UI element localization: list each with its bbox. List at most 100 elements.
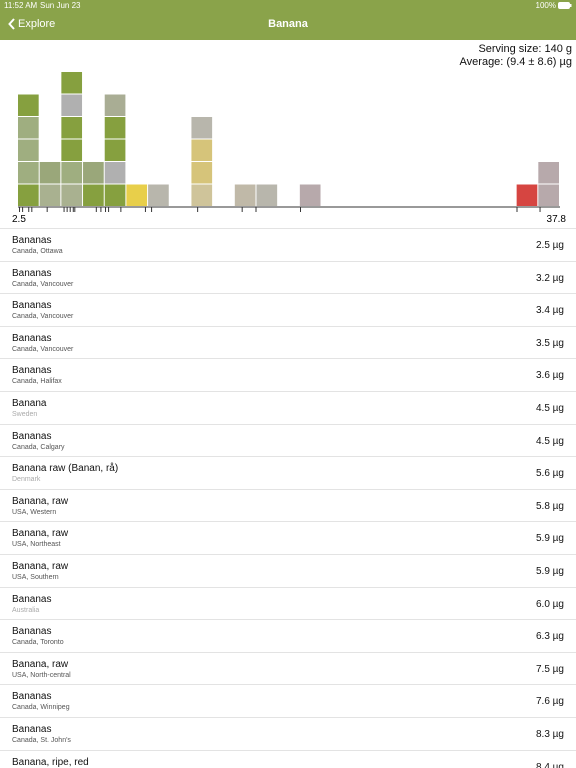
item-value: 6.3 µg (535, 631, 564, 643)
axis-min-label: 2.5 (12, 214, 26, 225)
histogram-cell (61, 94, 83, 116)
item-name: Bananas (12, 626, 52, 638)
item-location: Australia (12, 606, 40, 614)
histogram-cell (104, 117, 126, 139)
item-location: Canada, Vancouver (12, 345, 74, 353)
item-name: Banana (12, 397, 47, 409)
list-row[interactable]: Banana, raw USA, North-central 7.5 µg (0, 651, 576, 685)
list-row[interactable]: Bananas Canada, Toronto 6.3 µg (0, 619, 576, 652)
histogram-cell (104, 94, 126, 116)
histogram-cell (538, 162, 559, 184)
list-row[interactable]: Bananas Canada, Ottawa 2.5 µg (0, 228, 576, 261)
list-row[interactable]: Bananas Canada, Calgary 4.5 µg (0, 423, 576, 457)
histogram-cell (256, 184, 278, 206)
histogram-cell (83, 162, 104, 184)
histogram: 2.5 37.8 (12, 72, 566, 225)
list-row[interactable]: Bananas Canada, Vancouver 3.2 µg (0, 260, 576, 294)
item-value: 3.2 µg (535, 272, 564, 284)
battery-icon (558, 2, 572, 9)
back-button[interactable]: Explore (8, 18, 55, 30)
histogram-cell (61, 139, 83, 161)
histogram-cell (61, 162, 83, 184)
list-row[interactable]: Bananas Canada, Halifax 3.6 µg (0, 358, 576, 391)
item-location: Sweden (12, 410, 38, 418)
histogram-cell (191, 162, 213, 184)
average: Average: (9.4 ± 8.6) µg (459, 56, 572, 68)
item-location: Denmark (12, 476, 41, 484)
histogram-cell (61, 117, 83, 139)
histogram-cell (104, 139, 126, 161)
item-name: Bananas (12, 593, 52, 605)
item-name: Banana, raw (12, 658, 69, 670)
histogram-cell (39, 162, 61, 184)
item-name: Bananas (12, 365, 52, 377)
item-value: 3.6 µg (535, 370, 564, 382)
status-time: 11:52 AM (4, 1, 38, 10)
sample-list: Bananas Canada, Ottawa 2.5 µg Bananas Canada… (0, 228, 576, 768)
back-chevron (8, 18, 15, 30)
histogram-cell (299, 184, 321, 206)
item-location: Canada, St. John's (12, 736, 71, 744)
status-date: Sun Jun 23 (40, 1, 81, 10)
item-value: 8.4 µg (535, 761, 564, 768)
item-name: Bananas (12, 430, 52, 442)
item-value: 5.9 µg (535, 565, 564, 577)
list-row[interactable]: Bananas Australia 6.0 µg (0, 586, 576, 620)
item-name: Banana raw (Banan, rå) (12, 463, 119, 475)
list-row[interactable]: Banana raw (Banan, rå) Denmark 5.6 µg (0, 456, 576, 489)
item-name: Bananas (12, 300, 52, 312)
item-location: USA, Western (12, 508, 57, 516)
item-value: 7.6 µg (535, 696, 564, 708)
item-name: Bananas (12, 723, 52, 735)
item-location: Canada, Ottawa (12, 248, 63, 255)
item-name: Banana, raw (12, 495, 69, 507)
item-value: 3.5 µg (535, 337, 564, 349)
histogram-cell (191, 139, 213, 161)
item-value: 7.5 µg (535, 663, 564, 675)
nav-title: Banana (268, 18, 308, 30)
item-value: 2.5 µg (535, 240, 564, 251)
item-name: Bananas (12, 267, 52, 279)
item-value: 5.9 µg (535, 533, 564, 545)
item-location: Canada, Toronto (12, 639, 64, 647)
status-battery: 100% (535, 1, 556, 10)
item-name: Banana, ripe, red (12, 756, 89, 768)
item-value: 4.5 µg (535, 402, 564, 414)
item-location: Canada, Vancouver (12, 313, 74, 321)
back-label[interactable]: Explore (18, 18, 56, 30)
list-row[interactable]: Bananas Canada, Vancouver 3.4 µg (0, 293, 576, 326)
list-row[interactable]: Banana Sweden 4.5 µg (0, 390, 576, 424)
histogram-cell (104, 184, 126, 206)
list-row[interactable]: Banana, raw USA, Northeast 5.9 µg (0, 521, 576, 554)
item-location: USA, Northeast (12, 541, 61, 549)
item-name: Banana, raw (12, 560, 69, 572)
histogram-cell (126, 184, 148, 206)
histogram-cell (18, 184, 39, 206)
list-row[interactable]: Bananas Canada, Winnipeg 7.6 µg (0, 684, 576, 717)
top-bar: 11:52 AM Sun Jun 23 100% Explore Banana (0, 0, 576, 40)
histogram-cell (191, 184, 213, 206)
histogram-cell (234, 184, 256, 206)
list-row[interactable]: Bananas Canada, Vancouver 3.5 µg (0, 325, 576, 359)
item-location: Canada, Winnipeg (12, 704, 70, 712)
item-name: Bananas (12, 332, 52, 344)
histogram-cell (83, 184, 104, 206)
list-row[interactable]: Banana, ripe, red 8.4 µg (0, 749, 576, 768)
histogram-cell (18, 117, 39, 139)
list-row[interactable]: Banana, raw USA, Southern 5.9 µg (0, 553, 576, 587)
histogram-cell (61, 72, 83, 94)
item-value: 4.5 µg (535, 435, 564, 447)
item-value: 6.0 µg (535, 598, 564, 610)
item-location: USA, Southern (12, 573, 59, 581)
histogram-cell (18, 94, 39, 116)
histogram-cell (148, 184, 169, 206)
list-row[interactable]: Banana, raw USA, Western 5.8 µg (0, 488, 576, 522)
histogram-cell (104, 162, 126, 184)
histogram-cell (39, 184, 61, 206)
serving-size: Serving size: 140 g (478, 43, 572, 55)
list-row[interactable]: Bananas Canada, St. John's 8.3 µg (0, 716, 576, 750)
histogram-cell (18, 139, 39, 161)
histogram-cell (191, 117, 213, 139)
item-name: Bananas (12, 691, 52, 703)
